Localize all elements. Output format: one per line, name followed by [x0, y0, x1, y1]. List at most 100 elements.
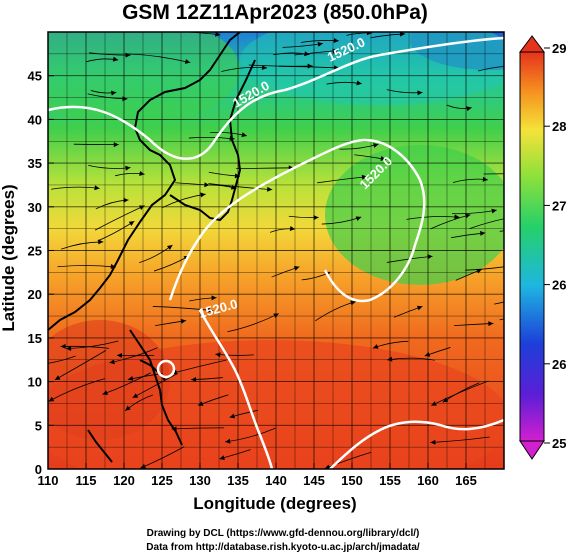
streamline-arrow [211, 295, 217, 301]
y-tick-label: 0 [35, 462, 42, 477]
streamline-arrow [356, 80, 362, 86]
streamline-arrow [102, 390, 108, 396]
streamlines [48, 24, 559, 469]
streamline-arrow [229, 413, 236, 419]
x-axis: 110 115 120 125 130 135 140 145 150 155 160 165 [38, 463, 477, 488]
streamline-arrow [109, 359, 115, 365]
streamline-arrow [430, 439, 436, 445]
chart-title: GSM 12Z11Apr2023 (850.0hPa) [122, 1, 428, 24]
streamline-arrow [267, 186, 273, 192]
y-tick-label: 10 [28, 375, 42, 390]
x-tick-label: 135 [227, 473, 249, 488]
streamline-arrow [66, 345, 72, 351]
x-axis-label: Longitude (degrees) [193, 494, 356, 513]
streamline [499, 318, 504, 321]
streamline [469, 218, 504, 229]
streamline [48, 378, 106, 402]
streamline-arrow [112, 56, 119, 62]
y-tick-label: 15 [28, 331, 42, 346]
x-tick-label: 115 [76, 473, 97, 488]
streamline-arrow [207, 307, 214, 313]
streamline-arrow [110, 90, 117, 96]
green-tongue-east [325, 145, 504, 285]
streamline-arrow [482, 176, 488, 182]
y-tick-label: 35 [28, 156, 42, 171]
streamline-arrow [372, 344, 379, 349]
x-tick-label: 125 [151, 473, 173, 488]
colorbar-tick-label: 269 [552, 278, 566, 293]
streamline [248, 64, 313, 67]
streamline-arrow [116, 352, 123, 358]
colorbar-tick-label: 285 [552, 119, 566, 134]
credit-data: Data from http://database.rish.kyoto-u.a… [146, 542, 420, 553]
streamline-arrow [125, 405, 131, 411]
x-tick-label: 160 [417, 473, 439, 488]
colorbar-tick-label: 293 [552, 41, 566, 56]
streamline-arrow [219, 455, 225, 461]
streamline-arrow [512, 64, 517, 69]
height-contours [48, 36, 504, 469]
x-tick-label: 155 [379, 473, 401, 488]
streamline-arrow [442, 397, 449, 403]
streamline [477, 66, 504, 72]
streamline [503, 37, 504, 39]
lat-lon-grid [48, 32, 504, 469]
streamline-arrow [60, 343, 66, 349]
streamline-arrow [307, 63, 313, 69]
colorbar-tick-label: 277 [552, 198, 566, 213]
streamline [128, 53, 191, 64]
streamline-arrow [132, 393, 139, 398]
y-tick-label: 30 [28, 200, 42, 215]
plot-area: 1520.0 1520.0 1520.0 1520.0 [48, 24, 559, 469]
streamline-arrow [317, 41, 323, 47]
streamline-arrow [454, 214, 460, 220]
y-tick-label: 45 [28, 69, 42, 84]
streamline-arrow [48, 396, 55, 402]
streamline-arrow [273, 313, 279, 319]
streamline-arrow [200, 192, 206, 198]
coastlines [48, 32, 256, 463]
streamline-arrow [464, 213, 471, 219]
streamline-arrow [127, 376, 134, 381]
streamline-arrow [204, 182, 210, 188]
streamline-arrow [54, 375, 61, 380]
streamline-arrow [140, 463, 146, 469]
y-tick-label: 20 [28, 287, 42, 302]
streamline-arrow [128, 221, 135, 226]
streamline-arrow [324, 464, 331, 469]
streamline-arrow [491, 208, 497, 214]
streamline-arrow [400, 32, 406, 37]
streamline-arrow [333, 38, 339, 44]
streamline-arrow [431, 401, 437, 406]
streamline-arrow [139, 205, 145, 210]
streamline-arrow [480, 230, 486, 236]
streamline-arrow [261, 64, 267, 70]
x-tick-label: 140 [265, 473, 287, 488]
x-tick-label: 165 [455, 473, 477, 488]
streamline-arrow [123, 197, 129, 203]
streamline-arrow [355, 216, 362, 222]
y-tick-label: 25 [28, 244, 42, 259]
streamline-arrow [476, 268, 482, 274]
x-tick-label: 130 [189, 473, 211, 488]
streamline-arrow [554, 221, 559, 226]
streamline-arrow [197, 401, 204, 406]
colorbar: 293 285 277 269 261 253 [519, 35, 566, 460]
streamline [431, 380, 489, 406]
streamline-arrow [234, 173, 240, 179]
streamline-arrow [180, 318, 187, 324]
colorbar-tick-label: 261 [552, 357, 566, 372]
streamline-arrow [113, 142, 119, 148]
streamline-arrow [167, 24, 172, 29]
streamline-arrow [98, 239, 104, 245]
streamline-arrow [241, 132, 247, 138]
cool-region-north [240, 32, 504, 105]
streamline-arrow [416, 305, 423, 311]
streamline-arrow [366, 32, 373, 36]
y-axis-label: Latitude (degrees) [0, 184, 18, 331]
colorbar-tick-label: 253 [552, 436, 566, 451]
credit-drawing: Drawing by DCL (https://www.gfd-dennou.o… [147, 528, 420, 539]
streamline-arrow [332, 48, 338, 54]
green-region-northwest [48, 32, 240, 125]
